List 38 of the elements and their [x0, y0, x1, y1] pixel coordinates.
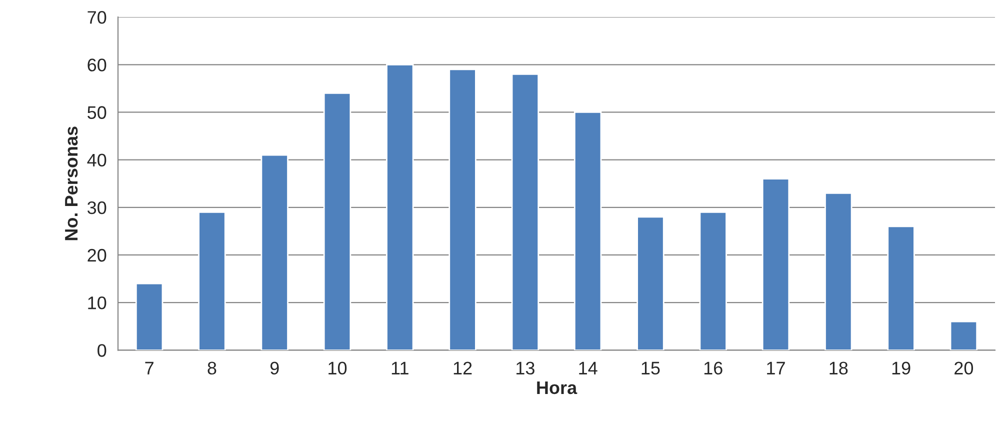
y-tick-label: 10	[88, 296, 106, 310]
y-tick-label: 70	[88, 11, 106, 24]
y-axis-title: No. Personas	[65, 126, 78, 240]
bar	[824, 192, 852, 350]
x-tick-label: 19	[892, 362, 910, 375]
bar	[887, 226, 915, 350]
x-tick-label: 16	[704, 362, 722, 375]
y-tick-label: 50	[88, 106, 106, 119]
bar	[511, 73, 540, 350]
bar	[636, 216, 664, 350]
bar	[323, 92, 352, 350]
bar	[386, 64, 414, 350]
y-tick-label: 30	[87, 201, 106, 214]
x-tick-label: 10	[328, 362, 347, 375]
bar	[135, 282, 164, 350]
x-tick-label: 8	[208, 362, 216, 375]
x-tick-label: 17	[767, 362, 785, 374]
x-tick-label: 9	[270, 362, 279, 375]
y-tick-label: 0	[98, 344, 106, 357]
x-tick-label: 14	[579, 362, 598, 374]
y-tick-label: 40	[87, 154, 106, 167]
y-tick-label: 20	[88, 248, 106, 262]
bar	[699, 211, 727, 350]
bar	[574, 112, 602, 350]
x-axis-title: Hora	[537, 382, 578, 394]
bar	[448, 68, 476, 350]
bar	[762, 178, 790, 350]
x-tick-label: 12	[454, 362, 472, 374]
bar	[198, 211, 226, 350]
bar	[950, 320, 978, 350]
x-tick-label: 20	[954, 362, 974, 375]
x-tick-label: 13	[516, 362, 534, 375]
y-tick-label: 60	[88, 58, 106, 72]
x-tick-label: 7	[145, 362, 154, 374]
x-tick-label: 15	[642, 362, 660, 375]
x-tick-label: 18	[830, 362, 848, 375]
x-tick-label: 11	[392, 362, 408, 374]
bar	[260, 154, 288, 350]
